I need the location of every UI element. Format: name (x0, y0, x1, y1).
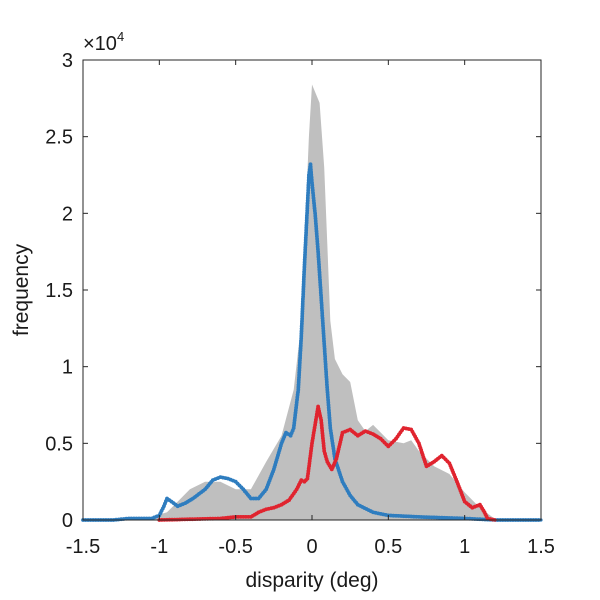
data-marker (144, 516, 149, 521)
y-tick-label: 1 (62, 357, 73, 379)
data-marker (309, 178, 314, 182)
y-axis-exponent-base: ×10 (83, 33, 117, 55)
y-tick-label: 0 (62, 510, 73, 532)
data-marker (254, 496, 258, 501)
y-axis-label: frequency (10, 243, 33, 336)
x-tick-label: -1 (150, 536, 168, 558)
y-tick-label: 0.5 (45, 433, 73, 455)
y-tick-label: 2 (62, 203, 73, 225)
data-marker (309, 167, 313, 172)
x-axis-label: disparity (deg) (245, 569, 378, 592)
y-tick-label: 2.5 (45, 127, 73, 149)
x-tick-label: -0.5 (218, 536, 252, 558)
x-tick-label: -1.5 (66, 536, 100, 558)
marker-group-1 (81, 162, 541, 522)
y-axis-exponent-power: 4 (117, 29, 124, 44)
x-tick-label: 1.5 (527, 536, 555, 558)
data-marker (134, 516, 139, 521)
x-tick-label: 0.5 (374, 536, 402, 558)
y-axis-exponent: ×104 (83, 29, 124, 55)
data-marker (139, 516, 144, 521)
data-marker (249, 496, 253, 501)
x-tick-label: 0 (306, 536, 317, 558)
data-marker (129, 516, 134, 521)
x-tick-label: 1 (459, 536, 470, 558)
data-marker (243, 515, 248, 519)
data-marker (236, 515, 241, 519)
area-series-0 (83, 84, 541, 520)
tick-layer: -1.5 -1 -0.5 0 0.5 1 1.5 0 0.5 1 1.5 2 2.5 3 (45, 50, 555, 558)
data-marker (299, 478, 304, 482)
y-tick-label: 3 (62, 50, 73, 72)
series-layer (81, 84, 543, 522)
y-tick-label: 1.5 (45, 280, 73, 302)
